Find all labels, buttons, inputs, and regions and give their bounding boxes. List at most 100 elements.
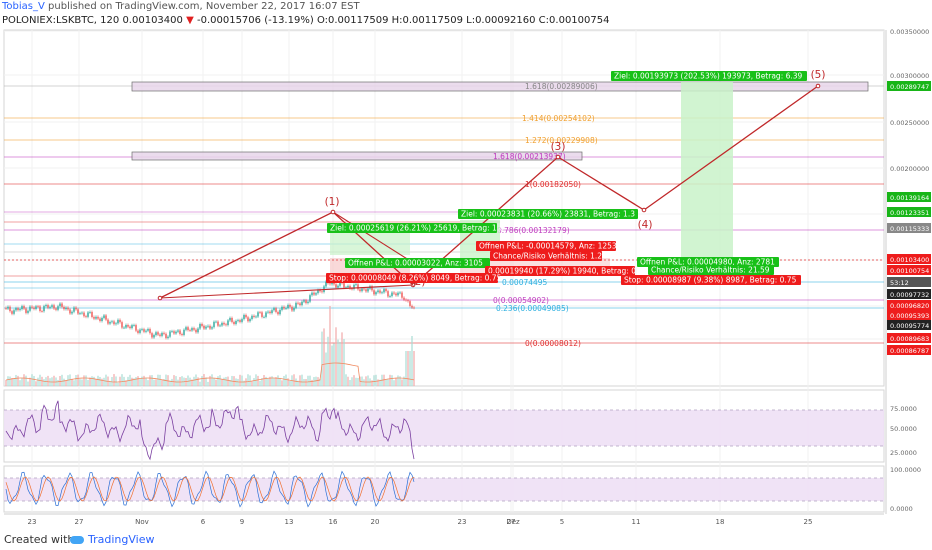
candle-body <box>233 321 235 325</box>
volume-bar <box>31 374 33 386</box>
volume-bar <box>289 380 291 386</box>
position-box <box>485 266 635 276</box>
volume-bar <box>403 376 405 386</box>
volume-bar <box>61 374 63 386</box>
y-tick-label: 0.00250000 <box>890 119 929 127</box>
volume-bar <box>121 374 123 386</box>
candle-body <box>189 330 191 331</box>
tradingview-brand[interactable]: TradingView <box>70 533 154 546</box>
volume-bar <box>79 379 81 386</box>
published-text: published on TradingView.com, November 2… <box>48 1 360 12</box>
candle-body <box>191 328 193 331</box>
candle-body <box>23 306 25 309</box>
candle-body <box>257 312 259 317</box>
candle-body <box>37 306 39 308</box>
volume-bar <box>351 377 353 386</box>
volume-bar <box>277 375 279 386</box>
candle-body <box>99 318 101 322</box>
volume-bar <box>175 376 177 386</box>
candle-body <box>237 320 239 321</box>
volume-bar <box>91 376 93 386</box>
volume-bar <box>135 377 137 386</box>
fib-level-label: 1(0.00182050) <box>525 180 581 189</box>
fib-level-label: 1.618(0.00289006) <box>525 82 598 91</box>
y-tick-label: 0.00300000 <box>890 72 929 80</box>
volume-bar <box>281 380 283 386</box>
candle-body <box>379 290 381 293</box>
candle-body <box>41 311 43 312</box>
volume-bar <box>41 376 43 386</box>
volume-bar <box>33 375 35 386</box>
rsi-line <box>5 400 415 461</box>
volume-bar <box>263 375 265 386</box>
candle-body <box>363 288 365 290</box>
target-zone-upper <box>131 81 869 92</box>
candle-body <box>91 311 93 317</box>
volume-bar <box>225 376 227 386</box>
elliott-wave-path <box>159 85 819 299</box>
volume-bar <box>285 374 287 386</box>
volume-bar <box>311 379 313 386</box>
volume-bar <box>131 377 133 386</box>
x-tick-label: 9 <box>240 518 244 526</box>
fib-level-label: 0.236(0.00049085) <box>496 304 569 313</box>
fib-level-label: 1.272(0.00229908) <box>525 136 598 145</box>
volume-bar <box>57 379 59 386</box>
position-box-label: Offnen P&L: 0.00004980, Anz: 2781 <box>640 258 775 267</box>
volume-bar <box>197 377 199 386</box>
candle-body <box>57 306 59 310</box>
volume-bar <box>253 378 255 386</box>
position-box <box>611 71 807 81</box>
volume-bar <box>373 375 375 386</box>
volume-bar <box>95 378 97 386</box>
volume-bar <box>209 375 211 386</box>
candle-body <box>389 296 391 297</box>
position-box-label: Stop: 0.00008049 (8.26%) 8049, Betrag: 0… <box>329 274 502 283</box>
price-axis-tag <box>887 254 931 264</box>
candle-body <box>39 306 41 312</box>
price-axis-tag <box>887 277 931 287</box>
candle-body <box>111 321 113 323</box>
volume-bar <box>179 377 181 386</box>
volume-bar <box>25 375 27 386</box>
candle-body <box>357 284 359 290</box>
symbol-text[interactable]: POLONIEX:LSKBTC, 120 <box>2 15 120 26</box>
wave-label: (3) <box>551 141 566 153</box>
candle-body <box>133 325 135 326</box>
volume-bar <box>405 351 407 386</box>
candle-body <box>77 309 79 314</box>
volume-bar <box>195 374 197 386</box>
volume-bar <box>161 379 163 386</box>
volume-bar <box>147 380 149 386</box>
volume-ma-line <box>5 362 415 383</box>
wave-point <box>157 295 163 301</box>
candle-body <box>235 320 237 325</box>
volume-bar <box>345 374 347 386</box>
volume-bar <box>301 374 303 386</box>
candle-body <box>339 281 341 286</box>
volume-bar <box>367 375 369 386</box>
price-axis-tag <box>887 320 931 330</box>
fib-level-label: 0.786(0.00132179) <box>497 226 570 235</box>
stoch-tick-label: 100.0000 <box>890 466 921 474</box>
candle-body <box>173 331 175 334</box>
candle-body <box>165 333 167 339</box>
volume-bar <box>127 376 129 386</box>
price-axis-tag-label: 53:12 <box>890 279 909 287</box>
volume-bar <box>227 376 229 386</box>
x-tick-label: 20 <box>371 518 380 526</box>
candle-body <box>391 292 393 297</box>
candle-body <box>175 331 177 334</box>
candle-body <box>147 328 149 331</box>
price-axis-tag <box>887 310 931 320</box>
volume-bar <box>379 379 381 386</box>
author-link[interactable]: Tobias_V <box>2 1 45 12</box>
volume-bar <box>279 377 281 386</box>
volume-bar <box>315 376 317 386</box>
candle-body <box>241 319 243 322</box>
candle-body <box>373 290 375 295</box>
candle-body <box>113 321 115 325</box>
candle-body <box>17 308 19 311</box>
wave-label: (1) <box>325 196 340 208</box>
